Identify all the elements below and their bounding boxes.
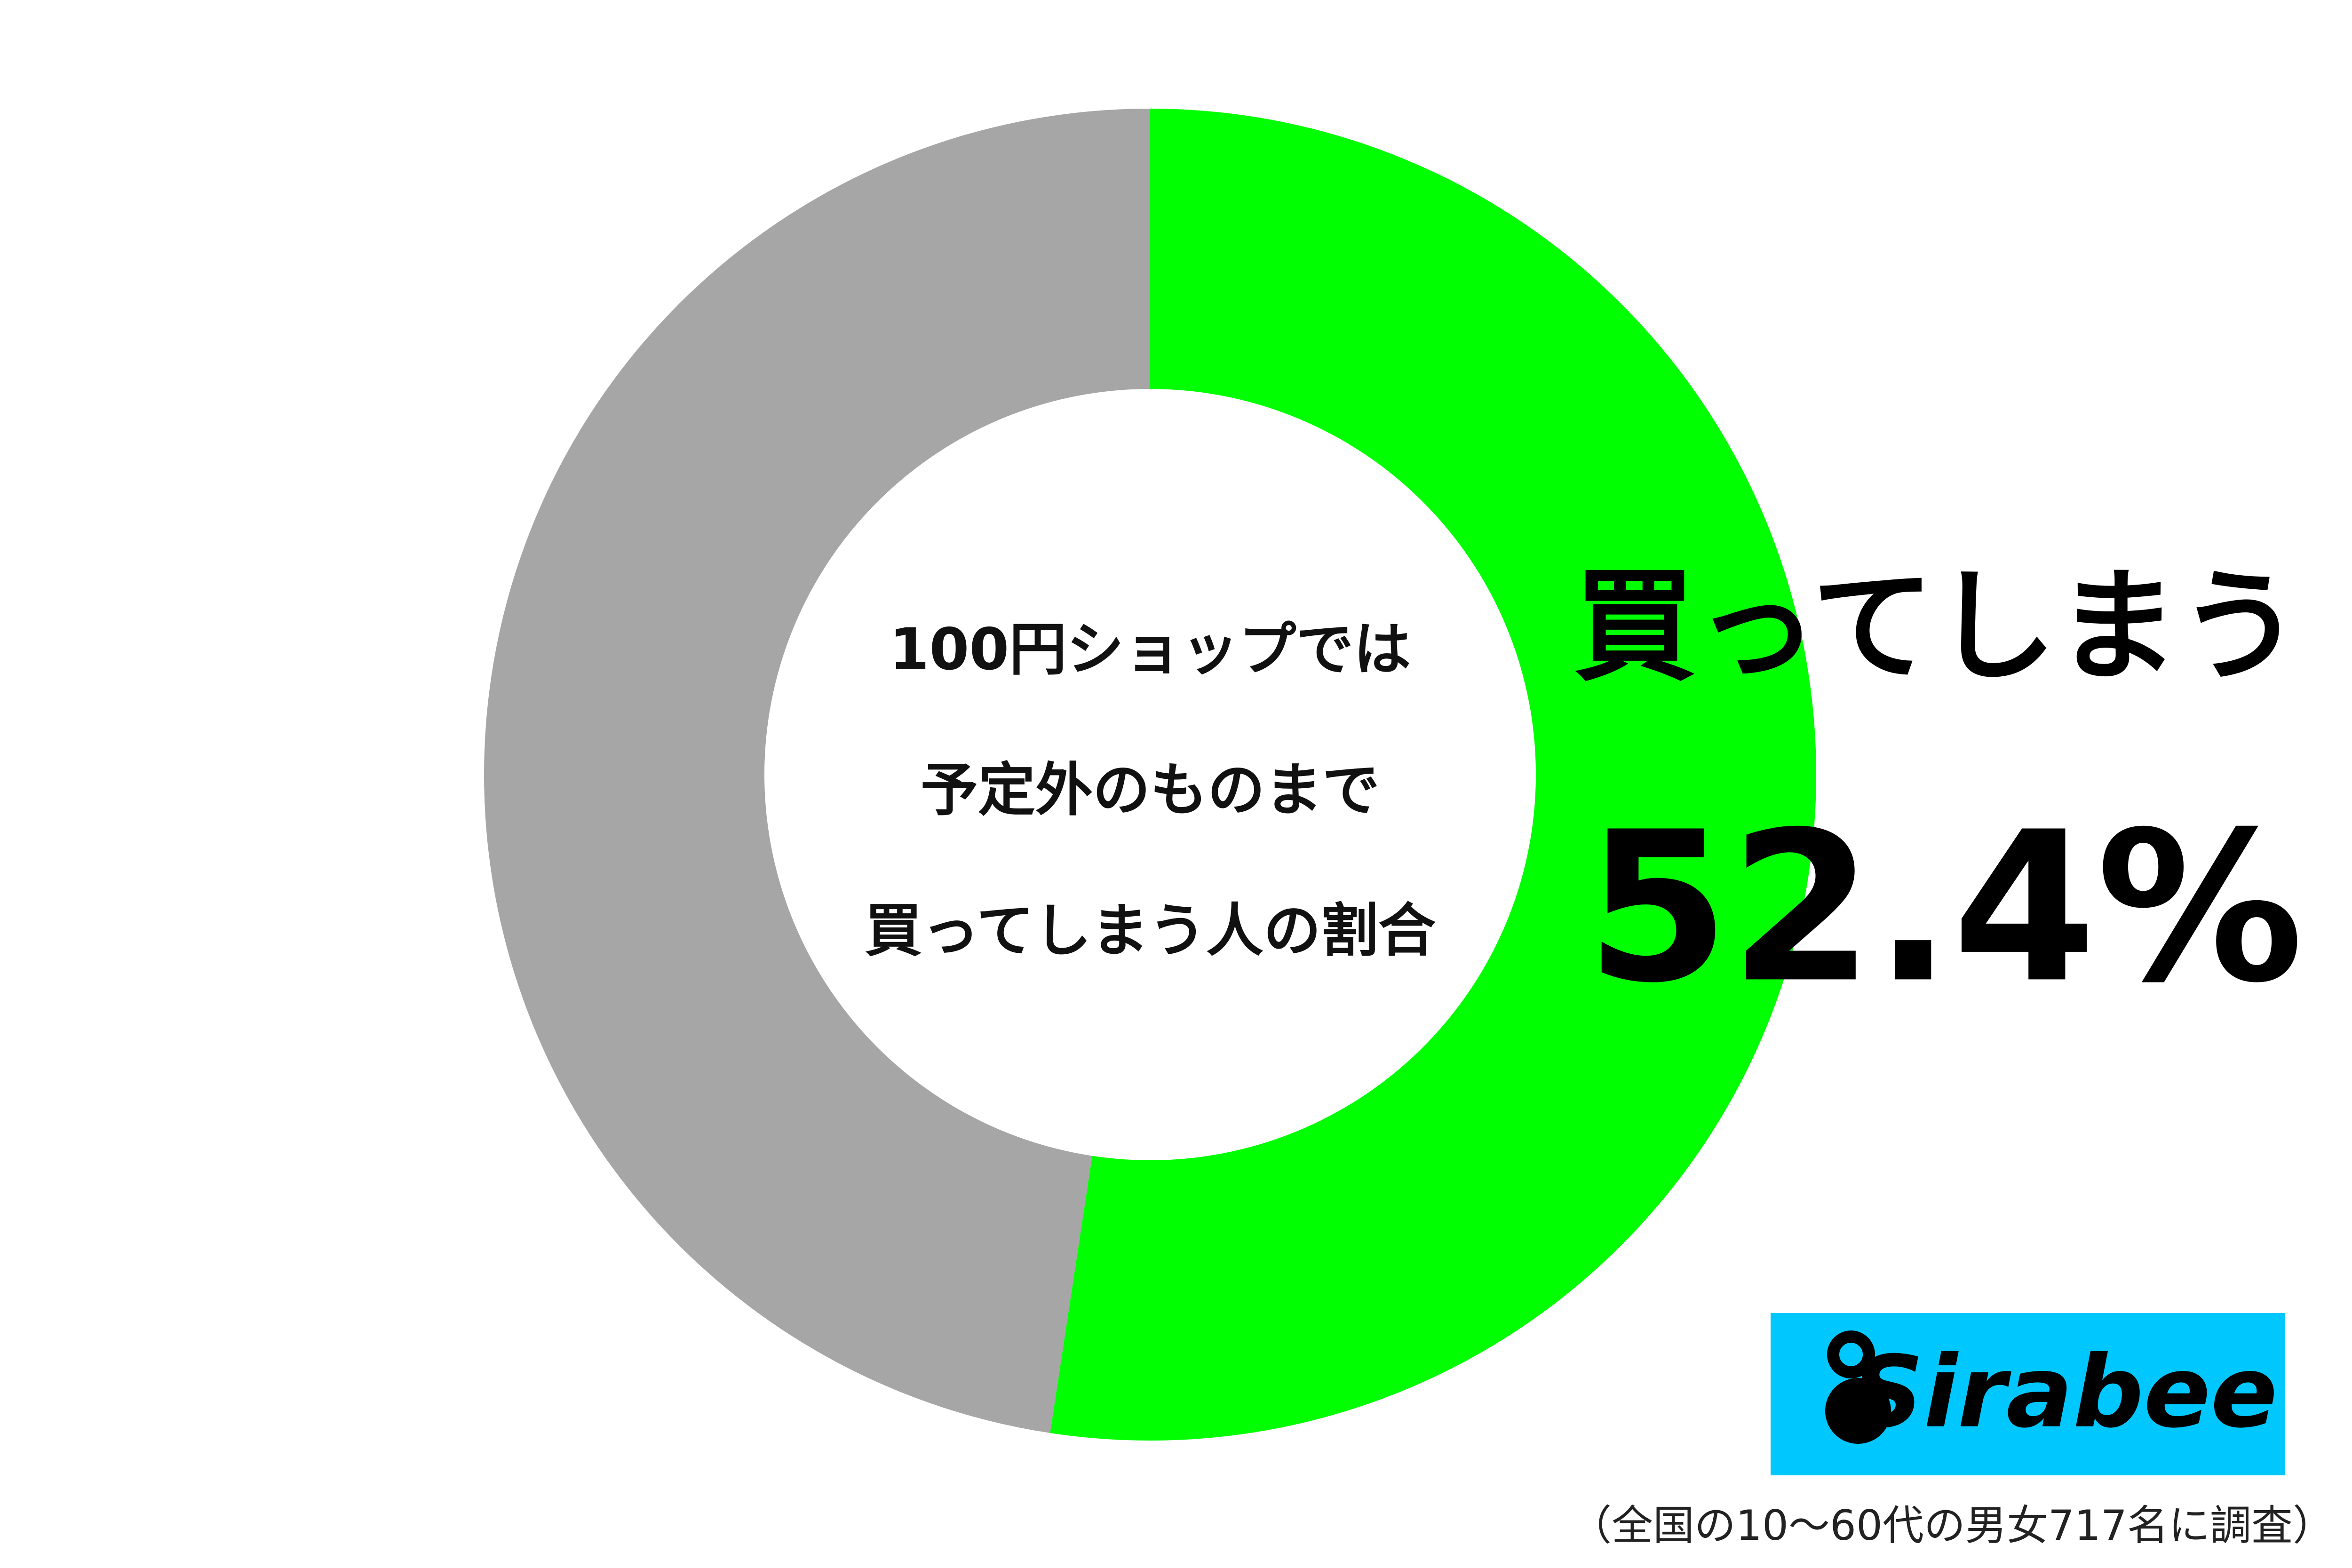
footnote: （全国の10〜60代の男女717名に調査） xyxy=(1570,1501,2334,1550)
segment-label: 買ってしまう xyxy=(1573,556,2301,698)
center-title: 買ってしまう人の割合 xyxy=(865,897,1436,964)
logo-icon xyxy=(1827,1330,1875,1378)
logo-icon xyxy=(1825,1378,1891,1444)
center-title: 予定外のものまで xyxy=(921,757,1380,824)
donut-segment xyxy=(484,109,1150,1433)
logo-text: Sirabee xyxy=(1852,1335,2278,1450)
donut-segment xyxy=(1050,109,1817,1441)
value-label: 52.4% xyxy=(1586,787,2304,1028)
center-title: 100円ショップでは xyxy=(890,616,1411,683)
